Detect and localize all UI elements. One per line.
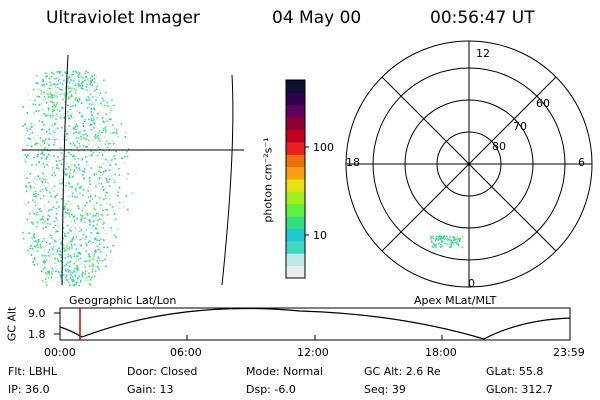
mlt-label-0: 0 [468, 277, 475, 290]
filter-info: Flt: LBHL [8, 365, 57, 378]
mlt-label-18: 18 [346, 156, 360, 169]
mlt-label-12: 12 [476, 47, 490, 60]
geographic-map [22, 54, 244, 287]
xtick-2359: 23:59 [553, 346, 585, 359]
xtick-1200: 12:00 [297, 346, 329, 359]
colorbar-segment [286, 253, 305, 267]
apex-panel-title: Apex MLat/MLT [414, 294, 497, 307]
colorbar-frame [285, 79, 306, 279]
colorbar-segment [286, 117, 305, 130]
longitude-line-left [61, 54, 69, 286]
gc-altitude-timeline [54, 307, 571, 341]
gain-info: Gain: 13 [127, 383, 174, 396]
mode-info: Mode: Normal [246, 365, 323, 378]
door-info: Door: Closed [127, 365, 198, 378]
colorbar-segment [286, 104, 305, 118]
colorbar-segment [286, 216, 305, 229]
colorbar-segment [286, 228, 305, 242]
colorbar-unit-label: photon cm⁻²s⁻¹ [261, 137, 275, 223]
glat-info: GLat: 55.8 [486, 365, 544, 378]
longitude-line-right [221, 74, 234, 286]
altitude-curve [59, 307, 571, 340]
lat-label-60: 60 [536, 97, 550, 110]
colorbar-segment [286, 179, 305, 192]
date-label: 04 May 00 [272, 8, 362, 28]
lat-label-80: 80 [492, 140, 506, 153]
time-label: 00:56:47 UT [430, 8, 535, 28]
colorbar-segment [286, 203, 305, 217]
xtick-0000: 00:00 [44, 346, 76, 359]
xtick-0600: 06:00 [170, 346, 202, 359]
colorbar-segment [286, 80, 305, 93]
glon-info: GLon: 312.7 [486, 383, 553, 396]
polar-emission-dots [430, 235, 464, 249]
gc-alt-info: GC Alt: 2.6 Re [364, 365, 441, 378]
colorbar-segment [286, 191, 305, 205]
ytick-9: 9.0 [28, 307, 46, 320]
timeline-ylabel: GC Alt [5, 306, 19, 342]
lat-label-70: 70 [513, 120, 527, 133]
uv-emission-dots [22, 70, 137, 287]
colorbar-segment [286, 240, 305, 254]
ip-info: IP: 36.0 [8, 383, 50, 396]
colorbar [285, 79, 309, 279]
colorbar-segment [286, 166, 305, 180]
instrument-title: Ultraviolet Imager [46, 8, 200, 28]
colorbar-segment [286, 154, 305, 168]
dsp-info: Dsp: -6.0 [246, 383, 296, 396]
seq-info: Seq: 39 [364, 383, 406, 396]
colorbar-segment [286, 129, 305, 143]
colorbar-segment [286, 265, 305, 279]
colorbar-label-10: 10 [313, 229, 327, 242]
ytick-1-8: 1.8 [28, 328, 46, 341]
colorbar-segment [286, 92, 305, 106]
xtick-1800: 18:00 [425, 346, 457, 359]
geographic-panel-title: Geographic Lat/Lon [69, 294, 177, 307]
colorbar-segment [286, 141, 305, 155]
apex-polar-plot [345, 40, 593, 288]
mlt-label-6: 6 [578, 156, 585, 169]
colorbar-label-100: 100 [313, 141, 334, 154]
